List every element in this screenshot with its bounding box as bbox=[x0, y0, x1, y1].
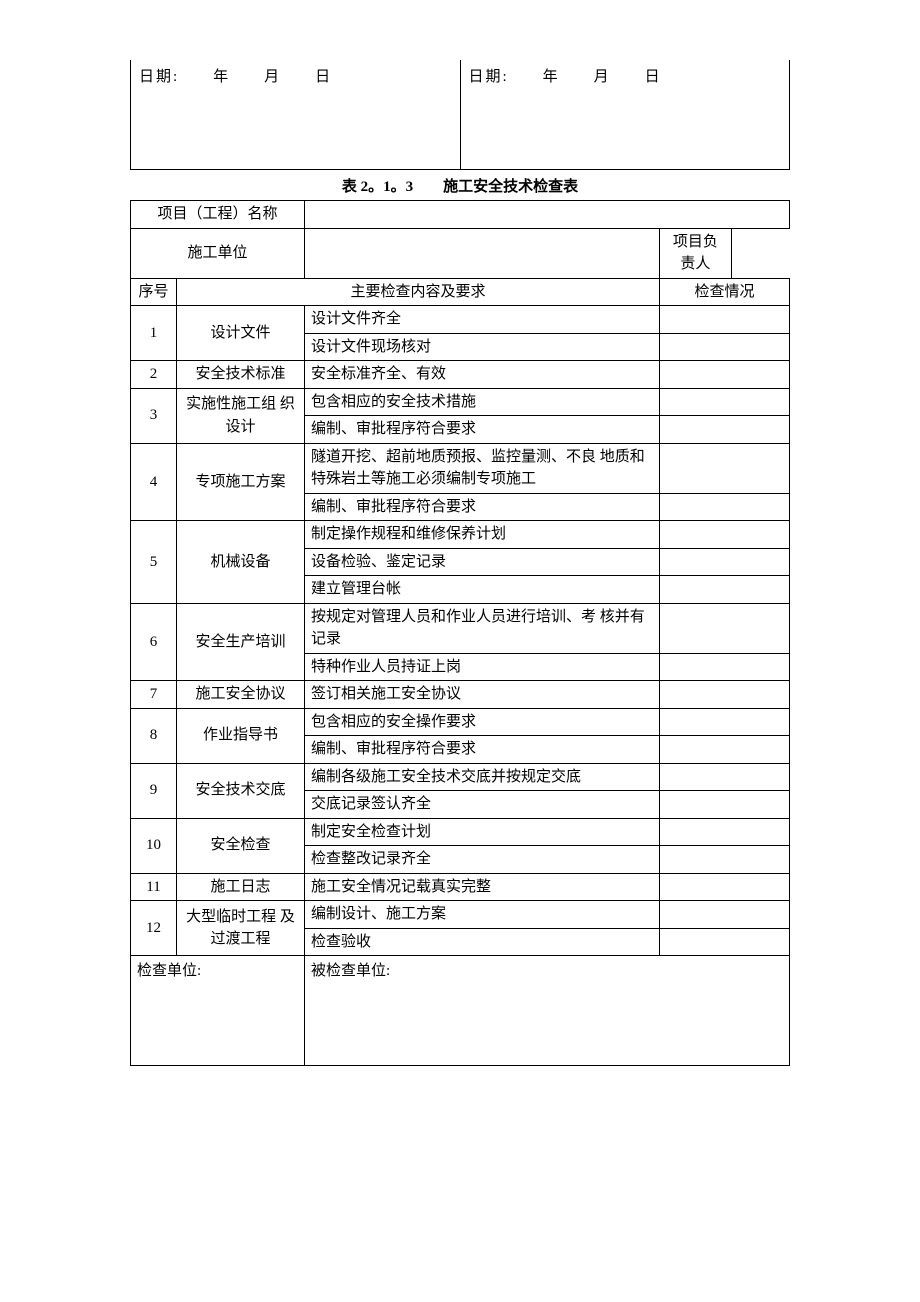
row-cat-3: 实施性施工组 织设计 bbox=[177, 388, 305, 443]
row-item: 编制设计、施工方案 bbox=[305, 901, 660, 929]
row-item: 安全标准齐全、有效 bbox=[305, 361, 660, 389]
row-seq-3: 3 bbox=[131, 388, 177, 443]
row-status bbox=[660, 708, 790, 736]
row-seq-1: 1 bbox=[131, 306, 177, 361]
date-box-container: 日期: 年 月 日 日期: 年 月 日 bbox=[130, 60, 790, 170]
date-right-text: 日期: 年 月 日 bbox=[469, 69, 662, 85]
inspection-table: 项目（工程）名称施工单位 项目负责人序号主要检查内容及要求检查情况 1设计文件设计文… bbox=[130, 200, 790, 1066]
row-item: 按规定对管理人员和作业人员进行培训、考 核并有记录 bbox=[305, 603, 660, 653]
row-seq-8: 8 bbox=[131, 708, 177, 763]
row-status bbox=[660, 576, 790, 604]
row-status bbox=[660, 901, 790, 929]
row-status bbox=[660, 306, 790, 334]
row-status bbox=[660, 493, 790, 521]
row-cat-4: 专项施工方案 bbox=[177, 443, 305, 521]
row-status bbox=[660, 548, 790, 576]
row-cat-1: 设计文件 bbox=[177, 306, 305, 361]
date-left-text: 日期: 年 月 日 bbox=[139, 69, 332, 85]
row-seq-9: 9 bbox=[131, 763, 177, 818]
row-cat-5: 机械设备 bbox=[177, 521, 305, 604]
row-status bbox=[660, 603, 790, 653]
row-status bbox=[660, 791, 790, 819]
row-status bbox=[660, 416, 790, 444]
row-status bbox=[660, 846, 790, 874]
row-item: 检查整改记录齐全 bbox=[305, 846, 660, 874]
construction-unit-label: 施工单位 bbox=[131, 228, 305, 278]
row-item: 签订相关施工安全协议 bbox=[305, 681, 660, 709]
row-item: 编制、审批程序符合要求 bbox=[305, 416, 660, 444]
project-leader-label: 项目负责人 bbox=[660, 229, 731, 278]
row-item: 检查验收 bbox=[305, 928, 660, 956]
row-item: 施工安全情况记载真实完整 bbox=[305, 873, 660, 901]
row-item: 交底记录签认齐全 bbox=[305, 791, 660, 819]
row-status bbox=[660, 333, 790, 361]
row-seq-10: 10 bbox=[131, 818, 177, 873]
row-cat-10: 安全检查 bbox=[177, 818, 305, 873]
row-status bbox=[660, 653, 790, 681]
row-status bbox=[660, 443, 790, 493]
row-cat-6: 安全生产培训 bbox=[177, 603, 305, 681]
project-name-value bbox=[305, 201, 790, 229]
row-status bbox=[660, 763, 790, 791]
row-item: 制定操作规程和维修保养计划 bbox=[305, 521, 660, 549]
row-item: 设备检验、鉴定记录 bbox=[305, 548, 660, 576]
construction-unit-value bbox=[305, 228, 660, 278]
row-seq-12: 12 bbox=[131, 901, 177, 956]
inspected-unit-label: 被检查单位: bbox=[305, 956, 790, 1066]
col-seq-header: 序号 bbox=[131, 278, 177, 306]
row-status bbox=[660, 736, 790, 764]
row-status bbox=[660, 873, 790, 901]
row-cat-9: 安全技术交底 bbox=[177, 763, 305, 818]
row-cat-8: 作业指导书 bbox=[177, 708, 305, 763]
row-item: 制定安全检查计划 bbox=[305, 818, 660, 846]
col-status-header: 检查情况 bbox=[660, 278, 790, 306]
col-content-header: 主要检查内容及要求 bbox=[177, 278, 660, 306]
date-box-right: 日期: 年 月 日 bbox=[461, 60, 790, 169]
row-item: 包含相应的安全技术措施 bbox=[305, 388, 660, 416]
row-item: 隧道开挖、超前地质预报、监控量测、不良 地质和特殊岩土等施工必须编制专项施工 bbox=[305, 443, 660, 493]
row-item: 特种作业人员持证上岗 bbox=[305, 653, 660, 681]
row-cat-12: 大型临时工程 及过渡工程 bbox=[177, 901, 305, 956]
row-cat-2: 安全技术标准 bbox=[177, 361, 305, 389]
row-item: 设计文件现场核对 bbox=[305, 333, 660, 361]
row-status bbox=[660, 388, 790, 416]
row-status bbox=[660, 928, 790, 956]
row-item: 编制、审批程序符合要求 bbox=[305, 493, 660, 521]
row-status bbox=[660, 818, 790, 846]
table-title: 表 2。1。3 施工安全技术检查表 bbox=[130, 176, 790, 199]
row-item: 包含相应的安全操作要求 bbox=[305, 708, 660, 736]
row-status bbox=[660, 361, 790, 389]
row-seq-6: 6 bbox=[131, 603, 177, 681]
row-status bbox=[660, 681, 790, 709]
date-box-left: 日期: 年 月 日 bbox=[131, 60, 461, 169]
row-seq-5: 5 bbox=[131, 521, 177, 604]
row-seq-2: 2 bbox=[131, 361, 177, 389]
row-item: 设计文件齐全 bbox=[305, 306, 660, 334]
project-name-label: 项目（工程）名称 bbox=[131, 201, 305, 229]
row-seq-7: 7 bbox=[131, 681, 177, 709]
row-status bbox=[660, 521, 790, 549]
row-item: 编制、审批程序符合要求 bbox=[305, 736, 660, 764]
inspecting-unit-label: 检查单位: bbox=[131, 956, 305, 1066]
row-item: 编制各级施工安全技术交底并按规定交底 bbox=[305, 763, 660, 791]
row-seq-11: 11 bbox=[131, 873, 177, 901]
row-seq-4: 4 bbox=[131, 443, 177, 521]
row-cat-11: 施工日志 bbox=[177, 873, 305, 901]
row-cat-7: 施工安全协议 bbox=[177, 681, 305, 709]
project-leader-value bbox=[731, 229, 789, 278]
row-item: 建立管理台帐 bbox=[305, 576, 660, 604]
